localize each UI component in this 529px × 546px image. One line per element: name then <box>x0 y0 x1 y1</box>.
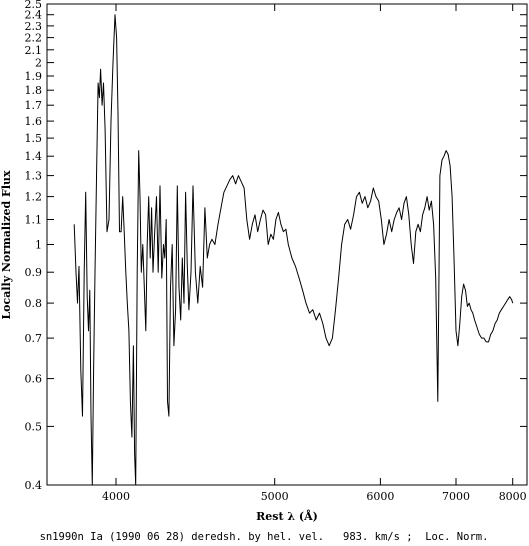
y-tick-label: 1.6 <box>25 115 43 128</box>
y-tick-label: 0.4 <box>25 479 43 492</box>
y-tick-label: 2.4 <box>25 9 43 22</box>
axis-ticks <box>47 3 527 486</box>
y-tick-label: 2.2 <box>25 32 43 45</box>
y-tick-label: 2 <box>35 57 42 70</box>
y-tick-label: 0.6 <box>25 373 43 386</box>
y-tick-label: 1.2 <box>25 191 43 204</box>
y-tick-label: 1 <box>35 239 42 252</box>
y-tick-label: 1.7 <box>25 99 43 112</box>
y-tick-label: 0.7 <box>25 332 43 345</box>
x-axis-title: Rest λ (Å) <box>256 509 318 523</box>
y-tick-label: 1.1 <box>25 214 43 227</box>
x-tick-label: 8000 <box>499 490 527 503</box>
y-tick-label: 0.8 <box>25 297 43 310</box>
x-tick-label: 6000 <box>366 490 394 503</box>
y-axis-title: Locally Normalized Flux <box>0 170 13 320</box>
axis-tick-labels: 4000 5000 6000 7000 8000 0.4 0.5 0.6 0.7 0.8 0.9 1 1… <box>25 0 527 503</box>
y-tick-label: 0.9 <box>25 266 43 279</box>
y-tick-label: 2.5 <box>25 0 43 11</box>
y-tick-label: 1.9 <box>25 70 43 83</box>
y-tick-label: 0.5 <box>25 420 43 433</box>
plot-frame <box>46 3 528 486</box>
chart-caption: sn1990n Ia (1990 06 28) deredsh. by hel.… <box>40 531 489 543</box>
y-tick-label: 2.3 <box>25 20 43 33</box>
y-tick-label: 1.3 <box>25 170 43 183</box>
x-tick-label: 4000 <box>102 490 130 503</box>
y-tick-label: 1.5 <box>25 132 43 145</box>
x-tick-label: 5000 <box>261 490 289 503</box>
x-tick-label: 7000 <box>442 490 470 503</box>
y-tick-label: 1.4 <box>25 150 43 163</box>
spectrum-line <box>73 14 514 486</box>
y-tick-label: 1.8 <box>25 84 43 97</box>
y-tick-label: 2.1 <box>25 44 43 57</box>
